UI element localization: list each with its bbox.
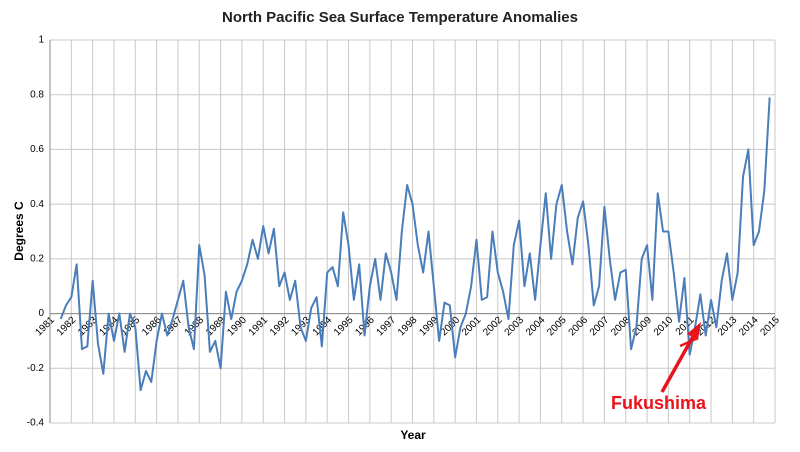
y-tick-label: -0.4 xyxy=(27,418,45,429)
x-axis-title: Year xyxy=(400,428,426,442)
x-tick-label: 2006 xyxy=(567,314,591,338)
y-tick-label: 0 xyxy=(38,308,44,319)
x-tick-label: 2007 xyxy=(588,314,612,338)
y-tick-label: 0.6 xyxy=(30,144,44,155)
x-tick-label: 2013 xyxy=(716,314,740,338)
y-tick-label: 0.4 xyxy=(30,199,44,210)
x-tick-label: 1998 xyxy=(396,314,420,338)
y-tick-label: 0.2 xyxy=(30,253,44,264)
x-tick-label: 1997 xyxy=(375,314,399,338)
x-tick-label: 2005 xyxy=(545,314,569,338)
x-tick-label: 2002 xyxy=(481,314,505,338)
y-tick-label: 0.8 xyxy=(30,89,44,100)
x-tick-label: 2015 xyxy=(758,314,782,338)
plot-area xyxy=(59,97,771,392)
y-axis-title: Degrees C xyxy=(12,201,26,261)
data-line xyxy=(59,97,771,392)
x-tick-label: 2010 xyxy=(652,314,676,338)
x-tick-label: 1990 xyxy=(225,314,249,338)
x-tick-label: 1982 xyxy=(55,314,79,338)
x-tick-label: 2003 xyxy=(503,314,527,338)
y-tick-label: -0.2 xyxy=(27,363,45,374)
x-tick-label: 2004 xyxy=(524,314,548,338)
x-tick-label: 1991 xyxy=(247,314,271,338)
annotation: Fukushima xyxy=(611,393,707,413)
arrow-stroke xyxy=(679,336,699,348)
chart-title: North Pacific Sea Surface Temperature An… xyxy=(222,9,578,26)
x-tick-label: 1992 xyxy=(268,314,292,338)
x-tick-label: 2014 xyxy=(737,314,761,338)
arrow-head xyxy=(687,322,701,340)
x-tick-label: 1981 xyxy=(33,314,57,338)
y-tick-label: 1 xyxy=(38,35,44,46)
annotation-arrow xyxy=(660,322,701,393)
x-tick-label: 1995 xyxy=(332,314,356,338)
